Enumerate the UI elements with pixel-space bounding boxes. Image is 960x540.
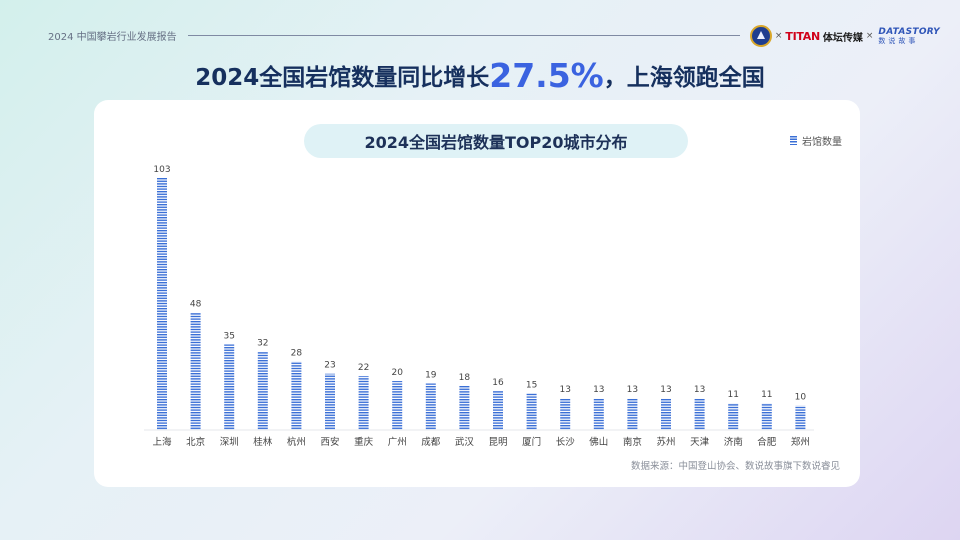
titan-cn-logo: 体坛传媒 [822, 32, 863, 44]
data-label: 18 [459, 373, 471, 383]
data-label: 103 [153, 165, 170, 175]
x-tick-label: 西安 [320, 436, 339, 448]
headline-prefix: 2024全国岩馆数量同比增长 [195, 65, 490, 91]
data-label: 19 [425, 371, 437, 381]
data-label: 48 [190, 300, 202, 310]
report-label: 2024 中国攀岩行业发展报告 [48, 32, 177, 43]
bar-天津 [694, 398, 705, 430]
x-tick-label: 杭州 [287, 436, 306, 448]
data-label: 32 [257, 339, 268, 349]
bar-广州 [392, 381, 403, 430]
data-label: 11 [727, 390, 738, 400]
headline-suffix: ，上海领跑全国 [603, 65, 765, 91]
x-tick-label: 成都 [421, 436, 441, 448]
bar-西安 [325, 373, 335, 430]
x-tick-label: 天津 [690, 437, 710, 448]
bar-合肥 [761, 403, 772, 430]
x-tick-label: 武汉 [455, 436, 475, 448]
logo-separator: × [865, 31, 874, 41]
bar-北京 [190, 312, 201, 430]
x-tick-label: 昆明 [488, 437, 507, 448]
bar-桂林 [257, 351, 268, 430]
bar-chart: 103 上海 48 北京 35 深圳 32 桂林 28 杭州 23 西安 22 重庆 20 广州 19 成都 18 武… [144, 165, 814, 448]
bar-长沙 [560, 398, 571, 430]
x-tick-label: 厦门 [522, 436, 541, 448]
data-label: 13 [694, 385, 705, 395]
data-label: 15 [526, 380, 537, 390]
bar-成都 [425, 383, 436, 430]
x-tick-label: 上海 [152, 436, 172, 448]
data-label: 13 [660, 385, 671, 395]
bar-上海 [157, 178, 167, 430]
x-tick-label: 长沙 [556, 436, 576, 448]
titan-logo-text: TITAN [785, 29, 820, 43]
bar-济南 [728, 403, 739, 430]
x-tick-label: 深圳 [220, 437, 239, 448]
x-tick-label: 济南 [724, 436, 743, 448]
data-label: 20 [391, 368, 403, 378]
association-seal-icon [749, 25, 772, 47]
bar-苏州 [661, 398, 671, 430]
data-label: 22 [358, 363, 369, 373]
x-tick-label: 郑州 [791, 436, 810, 448]
logo-separator: × [774, 31, 783, 41]
data-label: 11 [761, 390, 772, 400]
data-label: 35 [223, 331, 234, 341]
chart-title: 2024全国岩馆数量TOP20城市分布 [304, 124, 688, 158]
top-bar: 2024 中国攀岩行业发展报告 × TITAN 体坛传媒 × DATASTORY… [48, 24, 940, 48]
legend-label: 岩馆数量 [802, 137, 842, 148]
x-tick-label: 桂林 [253, 436, 273, 448]
data-label: 16 [492, 378, 504, 388]
chart-legend: 岩馆数量 [790, 133, 842, 148]
x-tick-label: 佛山 [589, 436, 608, 448]
partner-logos: × TITAN 体坛传媒 × DATASTORY 数说故事 [749, 24, 940, 48]
x-tick-label: 南京 [623, 436, 642, 448]
bar-杭州 [291, 361, 302, 430]
datastory-logo: DATASTORY 数说故事 [878, 26, 940, 45]
datastory-logo-cn: 数说故事 [878, 36, 919, 45]
x-tick-label: 合肥 [757, 436, 777, 448]
data-label: 13 [593, 385, 604, 395]
bar-厦门 [526, 393, 537, 430]
bar-重庆 [358, 376, 369, 430]
bar-深圳 [224, 344, 235, 430]
legend-swatch [790, 135, 797, 146]
bar-南京 [627, 398, 638, 430]
header-divider [188, 35, 740, 36]
bar-武汉 [459, 385, 470, 430]
x-tick-label: 重庆 [354, 436, 374, 448]
source-note: 数据来源：中国登山协会、数说故事旗下数说睿见 [630, 461, 840, 472]
bar-佛山 [593, 398, 604, 430]
data-label: 10 [795, 393, 807, 403]
bar-昆明 [493, 390, 503, 430]
chart-card: 2024全国岩馆数量TOP20城市分布 岩馆数量 103 上海 48 北京 35 深圳 32… [94, 100, 860, 487]
headline-highlight: 27.5% [489, 56, 604, 95]
x-tick-label: 苏州 [656, 436, 675, 448]
data-label: 13 [559, 385, 570, 395]
data-label: 23 [324, 361, 335, 371]
x-tick-label: 广州 [388, 436, 407, 448]
page-headline: 2024全国岩馆数量同比增长27.5%，上海领跑全国 [0, 56, 960, 95]
titan-logo: TITAN [785, 29, 820, 43]
data-label: 13 [627, 385, 638, 395]
bar-郑州 [795, 405, 806, 430]
x-tick-label: 北京 [186, 436, 205, 448]
data-label: 28 [291, 348, 303, 358]
datastory-logo-en: DATASTORY [878, 26, 940, 37]
